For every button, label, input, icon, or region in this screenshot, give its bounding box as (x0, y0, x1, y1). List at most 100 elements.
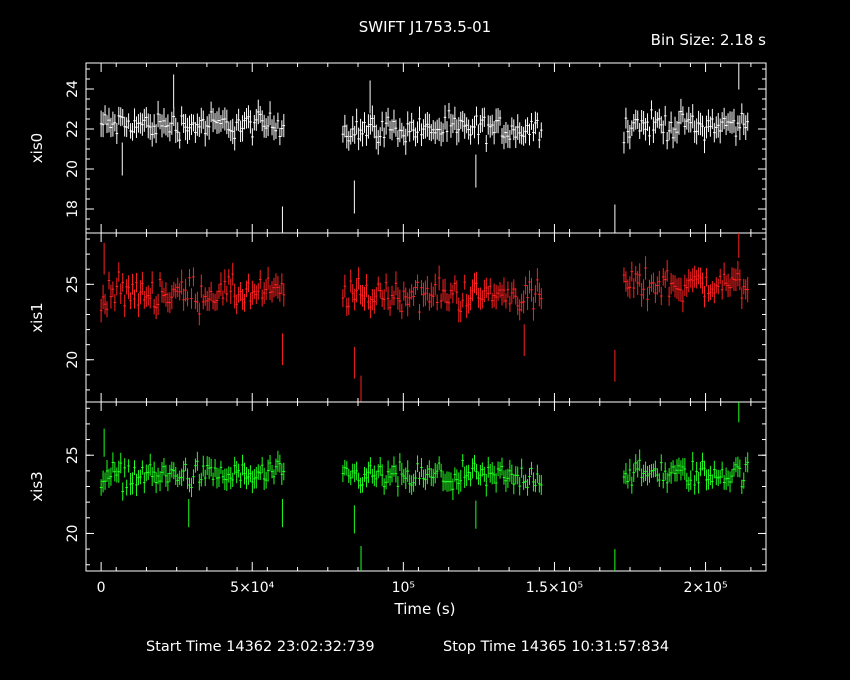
data-point (500, 457, 504, 476)
data-point (282, 283, 286, 307)
data-point (656, 276, 659, 295)
data-point (532, 296, 535, 321)
data-point (219, 272, 223, 296)
data-point (420, 457, 423, 478)
data-point (530, 112, 533, 130)
data-point (457, 297, 461, 323)
data-point (459, 469, 463, 492)
data-point (406, 460, 410, 483)
data-point (455, 280, 459, 304)
data-point (154, 124, 158, 144)
data-point (679, 460, 683, 481)
data-point (683, 458, 687, 480)
data-point (536, 112, 539, 129)
data-point (121, 482, 125, 501)
data-point (500, 128, 504, 144)
data-point (373, 289, 376, 314)
data-point (121, 108, 125, 126)
data-point (199, 107, 203, 134)
data-point (528, 467, 531, 486)
data-point (428, 292, 431, 311)
data-point (168, 122, 172, 142)
data-point (697, 267, 700, 285)
data-point (681, 458, 685, 476)
data-point (532, 472, 535, 492)
panel-xis0: 18 20 22 24 xis0 (28, 62, 767, 234)
data-point (113, 294, 117, 312)
data-point (709, 465, 712, 486)
data-point (697, 110, 700, 136)
data-point (258, 270, 262, 289)
data-point (658, 270, 661, 293)
data-point (661, 472, 665, 489)
data-point (667, 467, 671, 482)
data-point (203, 287, 207, 306)
data-point (180, 106, 183, 126)
data-point (146, 113, 150, 139)
data-point (667, 121, 671, 141)
data-point (186, 291, 189, 307)
data-point (156, 100, 160, 128)
data-point (683, 274, 687, 296)
data-point (691, 268, 695, 293)
data-point (644, 461, 647, 482)
series-xis0 (99, 63, 750, 233)
data-point (213, 113, 217, 130)
data-point (465, 465, 468, 487)
data-point (184, 457, 187, 472)
data-point (685, 112, 689, 130)
data-point (119, 452, 123, 474)
data-point (221, 469, 225, 484)
data-point (734, 457, 738, 473)
data-point (437, 265, 441, 291)
data-point (665, 259, 669, 282)
data-point (111, 281, 115, 297)
data-point (205, 116, 209, 136)
data-point (150, 467, 154, 486)
data-point (691, 104, 695, 129)
data-point (445, 293, 449, 311)
data-point (258, 105, 262, 123)
data-point (374, 470, 378, 488)
data-point (490, 293, 494, 309)
data-point (133, 460, 136, 476)
data-point (363, 466, 366, 482)
data-point (724, 275, 728, 292)
data-point (266, 115, 270, 137)
data-point (164, 282, 168, 307)
data-point (388, 299, 392, 316)
data-point (632, 113, 636, 132)
data-point (654, 283, 657, 304)
data-point (111, 452, 115, 473)
data-point (198, 473, 201, 491)
bin-size-label: Bin Size: 2.18 s (651, 31, 767, 49)
data-point (508, 459, 512, 482)
data-point (270, 281, 274, 303)
data-point (127, 275, 130, 300)
data-point (705, 469, 708, 491)
data-point (718, 118, 722, 144)
data-point (703, 127, 706, 154)
data-point (363, 286, 366, 311)
data-point (490, 114, 494, 136)
y-tick-label: 25 (65, 275, 81, 293)
data-point (477, 471, 480, 485)
data-point (241, 115, 244, 142)
data-point (512, 279, 516, 299)
data-point (492, 283, 496, 308)
data-point (213, 458, 217, 478)
data-point (422, 469, 425, 488)
data-point (255, 285, 258, 305)
data-point (463, 113, 466, 139)
data-point (711, 474, 714, 489)
data-point (695, 461, 698, 482)
data-point (378, 456, 382, 476)
data-point (158, 272, 162, 287)
data-point (508, 130, 512, 149)
series-xis3 (99, 402, 750, 571)
data-point (215, 290, 219, 311)
data-point (367, 294, 370, 310)
data-point (716, 112, 720, 138)
data-point (418, 303, 421, 321)
y-tick-label: 20 (65, 525, 81, 543)
